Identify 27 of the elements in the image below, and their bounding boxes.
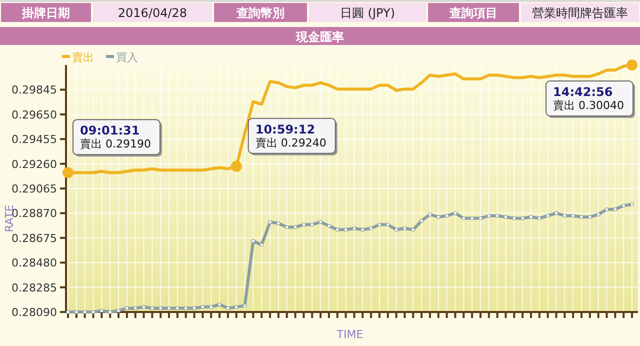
annotation: 10:59:12 賣出 0.29240 [255, 122, 326, 150]
text: 掛牌日期 [21, 6, 70, 20]
text: 查詢項目 [448, 6, 498, 20]
text: 2016/04/28 [118, 6, 188, 20]
y-tick-label: 0.28090 [12, 306, 57, 319]
chart-title: 現金匯率 [295, 30, 344, 44]
annotation: 09:01:31 賣出 0.29190 [80, 124, 151, 151]
text: 營業時間牌告匯率 [532, 6, 628, 20]
title-band: 現金匯率 [0, 27, 640, 45]
y-tick-label: 0.29455 [12, 133, 57, 146]
y-tick-label: 0.28675 [12, 232, 57, 245]
x-axis-title: TIME [336, 328, 364, 341]
text: 查詢幣別 [236, 6, 284, 20]
point [230, 160, 242, 172]
y-tick-label: 0.29650 [12, 108, 57, 122]
text: 日圓 (JPY) [340, 6, 396, 20]
y-tick-label: 0.28480 [12, 256, 57, 270]
y-tick-label: 0.28285 [12, 281, 57, 294]
y-tick-label: 0.29845 [12, 84, 57, 97]
y-tick-label: 0.29260 [12, 158, 57, 171]
point [62, 167, 74, 178]
legend-label: 賣出 [72, 51, 94, 64]
annotation: 14:42:56 賣出 0.30040 [553, 85, 624, 112]
y-tick-label: 0.28870 [12, 207, 57, 220]
y-tick-label: 0.29065 [12, 182, 57, 196]
legend-label: 買入 [116, 51, 138, 64]
point [626, 60, 638, 70]
